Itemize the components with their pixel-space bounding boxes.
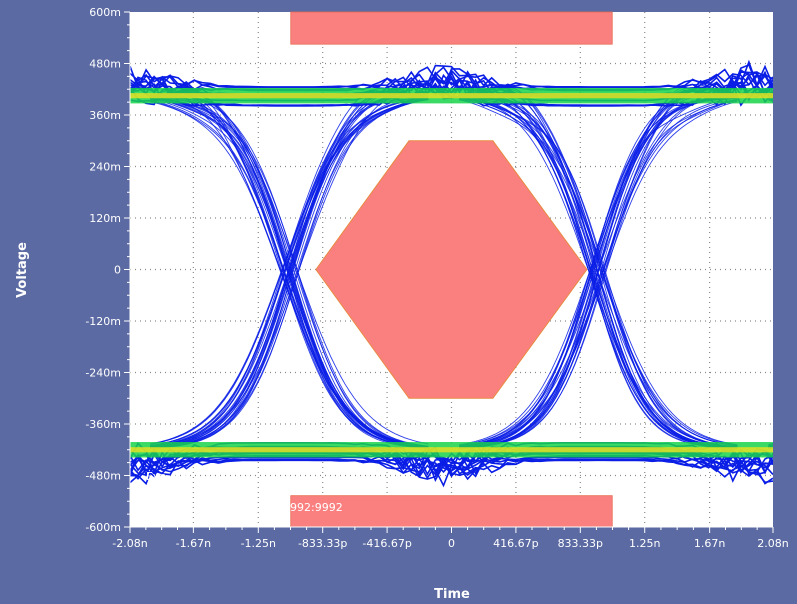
x-tick-label: 416.67p <box>493 537 538 550</box>
y-tick-label: -120m <box>85 315 121 328</box>
x-tick-label: -2.08n <box>112 537 147 550</box>
x-axis-label: Time <box>434 587 470 602</box>
trace-group <box>130 59 773 488</box>
mask-top-bar <box>290 11 613 45</box>
transition-trace <box>150 97 429 448</box>
level-trace <box>130 458 773 486</box>
annotation-mask-count: 992:9992 <box>290 501 343 514</box>
annotation-eye-label: Eye AllB <box>146 470 191 483</box>
transition-trace <box>150 97 429 448</box>
mask-center-polygon <box>315 140 588 399</box>
y-tick-label: -480m <box>85 470 121 483</box>
x-tick-label: -1.67n <box>176 537 211 550</box>
y-tick-label: 600m <box>89 6 121 19</box>
x-tick-label: 1.67n <box>694 537 725 550</box>
y-tick-label: -240m <box>85 367 121 380</box>
axes: -2.08n -1.67n -1.25n -833.33p -416.67p 0 416.6… <box>85 6 788 550</box>
y-tick-label: 120m <box>89 212 121 225</box>
x-tick-label: 833.33p <box>558 537 603 550</box>
y-axis-label: Voltage <box>15 242 30 298</box>
level-peak-band <box>130 447 773 453</box>
level-peak-band <box>130 93 773 99</box>
y-tick-label: 240m <box>89 161 121 174</box>
eye-mask <box>290 11 613 528</box>
transition-trace <box>150 97 429 449</box>
y-tick-label: -360m <box>85 418 121 431</box>
transition-trace <box>150 100 429 448</box>
eye-traces <box>130 59 773 488</box>
y-tick-label: -600m <box>85 521 121 534</box>
x-tick-label: 2.08n <box>757 537 788 550</box>
x-tick-label: -833.33p <box>298 537 347 550</box>
transition-trace <box>150 97 429 447</box>
transition-trace <box>459 97 738 449</box>
y-tick-label: 480m <box>89 58 121 71</box>
x-tick-label: 1.25n <box>629 537 660 550</box>
y-tick-label: 0 <box>114 264 121 277</box>
level-trace <box>130 69 773 89</box>
y-tick-label: 360m <box>89 109 121 122</box>
x-tick-label: 0 <box>448 537 455 550</box>
mask-bottom-bar <box>290 495 613 528</box>
x-tick-label: -416.67p <box>362 537 411 550</box>
x-tick-label: -1.25n <box>241 537 276 550</box>
